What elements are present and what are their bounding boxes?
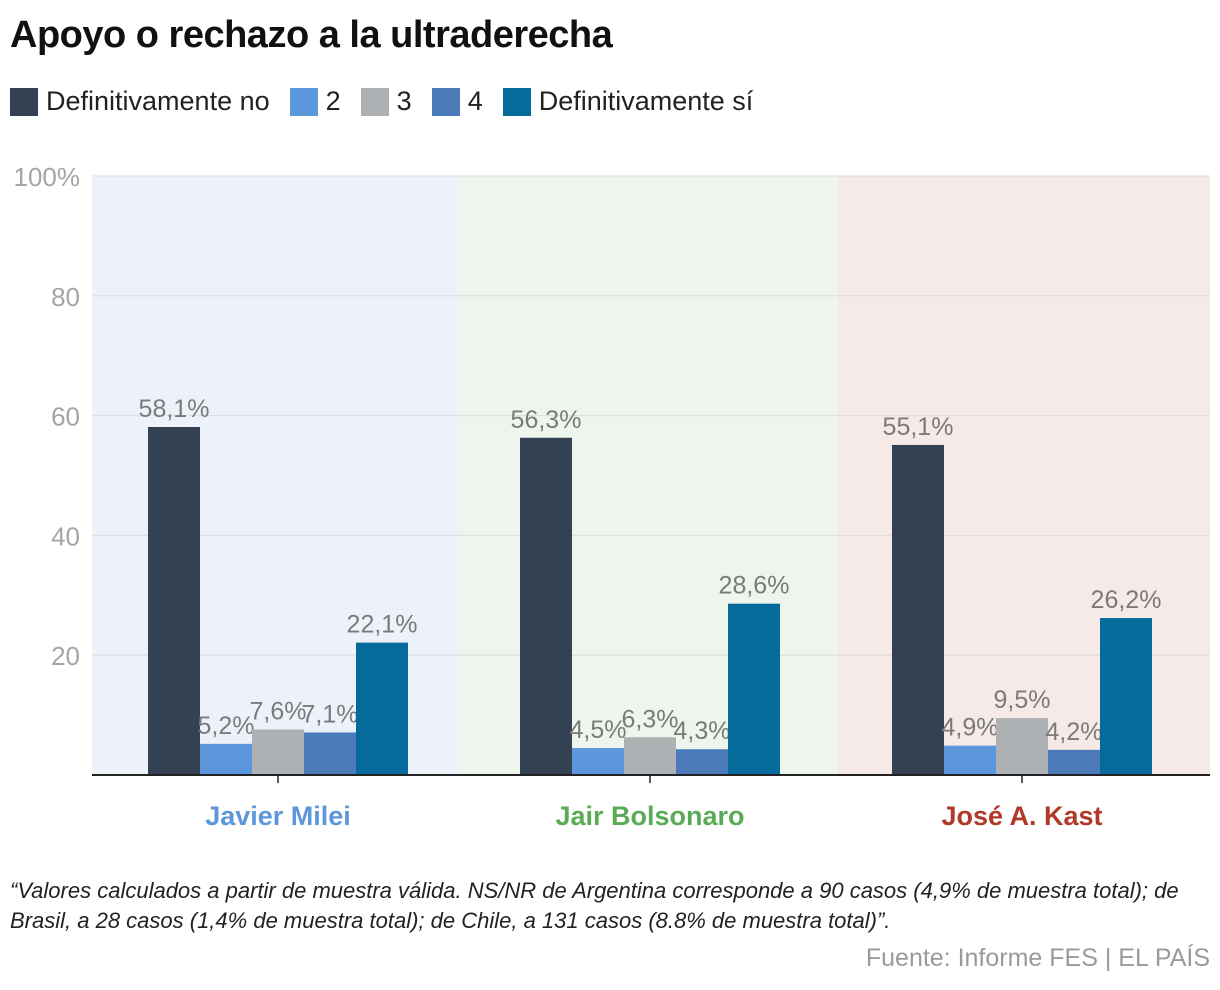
data-label-3-5: 26,2% bbox=[1091, 586, 1162, 614]
data-label-3-2: 4,9% bbox=[942, 714, 999, 742]
data-label-2-5: 28,6% bbox=[719, 572, 790, 600]
category-label-1: Javier Milei bbox=[205, 801, 351, 831]
y-tick-label-40: 40 bbox=[51, 521, 80, 551]
legend-swatch-definitivamente-no bbox=[10, 87, 38, 116]
bar-1-5 bbox=[356, 642, 408, 775]
data-label-3-3: 9,5% bbox=[994, 686, 1051, 714]
y-tick-label-80: 80 bbox=[51, 282, 80, 312]
bar-2-3 bbox=[624, 737, 676, 775]
data-label-1-2: 5,2% bbox=[198, 712, 255, 740]
bar-3-5 bbox=[1100, 618, 1152, 775]
source-credit: Fuente: Informe FES | EL PAÍS bbox=[865, 944, 1210, 972]
legend: Definitivamente no 2 3 4 Definitivamente… bbox=[10, 86, 773, 117]
category-label-3: José A. Kast bbox=[941, 801, 1102, 831]
bar-1-3 bbox=[252, 729, 304, 775]
data-label-2-2: 4,5% bbox=[570, 716, 627, 744]
bar-2-2 bbox=[572, 748, 624, 775]
data-label-2-4: 4,3% bbox=[674, 717, 731, 745]
legend-label-4: 4 bbox=[467, 86, 483, 116]
legend-swatch-definitivamente-si bbox=[502, 87, 531, 116]
data-label-2-3: 6,3% bbox=[622, 705, 679, 733]
bar-3-1 bbox=[892, 444, 944, 775]
data-label-1-1: 58,1% bbox=[139, 395, 210, 423]
data-label-1-3: 7,6% bbox=[250, 697, 307, 725]
legend-label-definitivamente-no: Definitivamente no bbox=[46, 86, 270, 116]
data-label-1-4: 7,1% bbox=[302, 700, 359, 728]
y-tick-label-60: 60 bbox=[51, 402, 80, 432]
legend-label-2: 2 bbox=[325, 86, 341, 116]
legend-label-3: 3 bbox=[396, 86, 412, 116]
y-tick-label-100: 100% bbox=[14, 162, 81, 192]
bar-3-3 bbox=[996, 718, 1048, 775]
bar-2-4 bbox=[676, 749, 728, 775]
data-label-2-1: 56,3% bbox=[511, 406, 582, 434]
y-tick-label-20: 20 bbox=[51, 641, 80, 671]
bar-1-1 bbox=[148, 426, 200, 775]
data-label-1-5: 22,1% bbox=[347, 611, 418, 639]
legend-item-2: 2 bbox=[289, 86, 341, 117]
footnote: “Valores calculados a partir de muestra … bbox=[10, 878, 1179, 933]
legend-item-3: 3 bbox=[360, 86, 412, 117]
bar-1-4 bbox=[304, 732, 356, 775]
bar-3-4 bbox=[1048, 749, 1100, 775]
legend-swatch-3 bbox=[360, 87, 389, 116]
panel-background-2 bbox=[458, 176, 838, 775]
bar-chart: 100% 80 60 40 20 58,1% 5,2%7,6%7,1% 22,1% 56,3% 4… bbox=[14, 162, 1210, 831]
bar-3-2 bbox=[944, 745, 996, 775]
data-label-3-4: 4,2% bbox=[1046, 718, 1103, 746]
legend-label-definitivamente-si: Definitivamente sí bbox=[538, 86, 754, 116]
chart-title: Apoyo o rechazo a la ultraderecha bbox=[10, 14, 613, 56]
legend-item-definitivamente-si: Definitivamente sí bbox=[502, 86, 754, 117]
bar-1-2 bbox=[200, 743, 252, 775]
legend-item-4: 4 bbox=[431, 86, 483, 117]
legend-swatch-4 bbox=[431, 87, 460, 116]
category-label-2: Jair Bolsonaro bbox=[555, 801, 744, 831]
data-label-3-1: 55,1% bbox=[883, 413, 954, 441]
legend-item-definitivamente-no: Definitivamente no bbox=[10, 86, 270, 117]
bar-2-5 bbox=[728, 603, 780, 775]
bar-2-1 bbox=[520, 437, 572, 775]
legend-swatch-2 bbox=[289, 87, 318, 116]
